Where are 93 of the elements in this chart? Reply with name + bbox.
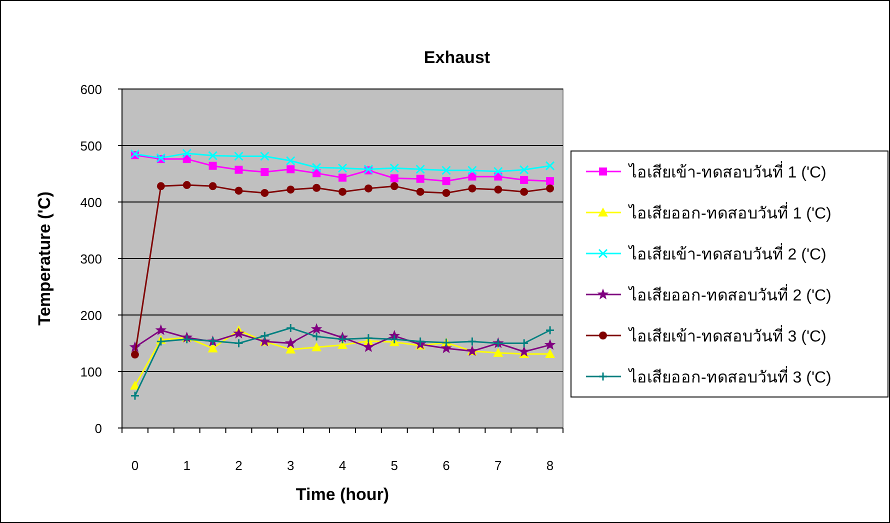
point	[442, 177, 450, 186]
point	[312, 342, 322, 352]
y-tick-label: 200	[80, 308, 102, 323]
point	[467, 166, 477, 176]
point	[233, 328, 244, 338]
point	[493, 166, 503, 176]
point	[338, 163, 348, 173]
point	[416, 188, 424, 196]
point	[545, 326, 555, 336]
point	[286, 156, 296, 166]
point	[338, 334, 348, 344]
point	[156, 182, 165, 190]
x-tick-label: 4	[338, 458, 346, 473]
point	[545, 161, 555, 171]
point	[493, 348, 504, 357]
point	[234, 338, 244, 348]
point	[208, 343, 218, 352]
point	[416, 174, 424, 183]
point	[545, 348, 556, 358]
point	[416, 164, 426, 174]
point	[442, 166, 452, 176]
point	[364, 333, 374, 343]
point	[546, 184, 554, 192]
point	[312, 332, 322, 342]
point	[286, 165, 295, 174]
legend-label: ไอเสียเข้า-ทดสอบวันที่ 2 ('C)	[627, 242, 826, 264]
chart-title: Exhaust	[424, 48, 490, 67]
point	[130, 380, 140, 390]
x-tick-label: 6	[442, 458, 450, 473]
point	[310, 323, 322, 334]
x-tick-label: 8	[546, 458, 554, 473]
x-tick-label: 2	[235, 458, 242, 473]
x-axis-title: Time (hour)	[296, 485, 390, 504]
point	[312, 184, 321, 192]
y-tick-label: 300	[80, 252, 102, 266]
point	[519, 165, 529, 175]
y-tick-label: 100	[80, 364, 102, 380]
point	[234, 151, 244, 161]
point	[208, 162, 217, 170]
point	[286, 344, 296, 354]
point	[312, 162, 322, 172]
point	[234, 166, 243, 174]
point	[155, 324, 167, 336]
point	[338, 174, 346, 182]
point	[284, 337, 296, 348]
point	[208, 182, 217, 190]
point	[182, 148, 192, 158]
point	[520, 188, 528, 196]
legend-label: ไอเสียออก-ทดสอบวันที่ 3 ('C)	[627, 366, 832, 386]
point	[390, 334, 400, 344]
point	[182, 181, 191, 190]
point	[468, 184, 476, 192]
point	[390, 182, 398, 190]
y-tick-label: 0	[94, 421, 102, 436]
point	[286, 323, 296, 333]
legend-label: ไอเสียออก-ทดสอบวันที่ 1 ('C)	[627, 202, 832, 222]
point	[260, 331, 270, 341]
y-tick-label: 400	[80, 195, 102, 210]
x-tick-label: 5	[390, 458, 398, 473]
x-tick-label: 0	[131, 458, 139, 473]
point	[338, 188, 346, 196]
y-tick-label: 500	[80, 138, 102, 154]
point	[518, 346, 530, 357]
x-tick-label: 3	[287, 458, 294, 473]
point	[208, 150, 218, 160]
point	[130, 350, 139, 359]
y-axis-title: Temperature ('C)	[35, 191, 54, 326]
x-tick-label: 7	[494, 458, 502, 473]
legend-label: ไอเสียเข้า-ทดสอบวันที่ 1 ('C)	[627, 160, 826, 182]
point	[130, 391, 140, 401]
point	[544, 338, 556, 350]
point	[390, 174, 398, 182]
legend-label: ไอเสียออก-ทดสอบวันที่ 2 ('C)	[627, 284, 832, 304]
point	[234, 186, 243, 195]
point	[362, 341, 374, 352]
point	[364, 184, 372, 192]
point	[390, 163, 400, 173]
point	[260, 151, 270, 161]
point	[467, 336, 477, 346]
point	[182, 334, 192, 344]
point	[546, 177, 554, 186]
point	[156, 336, 166, 346]
x-tick-label: 1	[183, 458, 190, 473]
point	[260, 188, 269, 197]
point	[416, 336, 426, 346]
point	[286, 186, 295, 194]
point	[338, 340, 348, 349]
point	[260, 168, 269, 176]
point	[494, 186, 502, 194]
point	[442, 188, 450, 197]
point	[520, 176, 528, 184]
y-tick-label: 600	[80, 82, 102, 97]
legend-label: ไอเสียเข้า-ทดสอบวันที่ 3 ('C)	[627, 324, 826, 346]
